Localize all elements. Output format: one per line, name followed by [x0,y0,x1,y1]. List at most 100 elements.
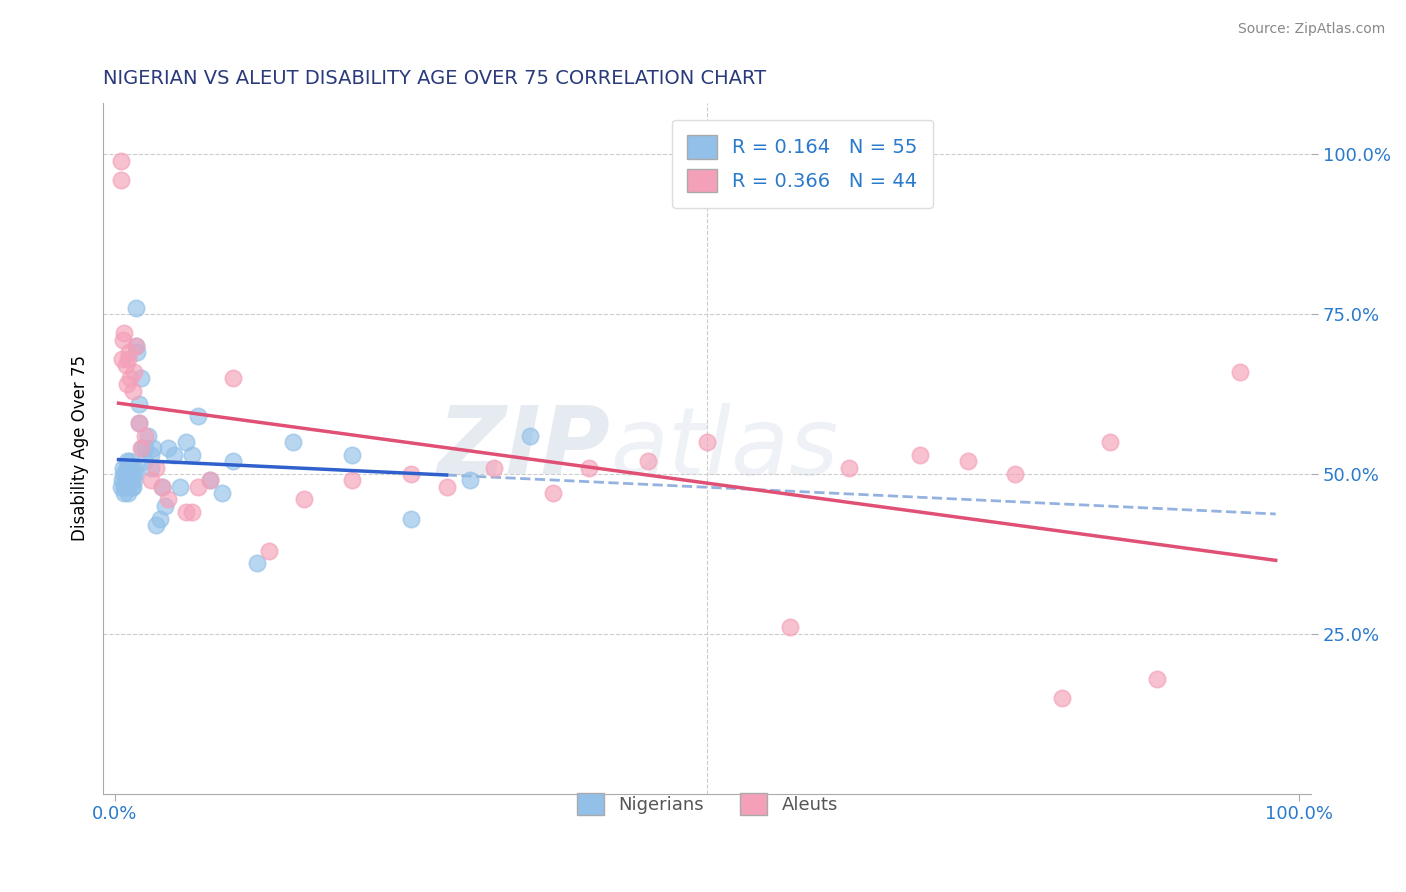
Point [114,326,136,341]
Point [120,371,142,385]
Point [211,486,233,500]
Point [436,480,458,494]
Point [482,460,505,475]
Point [125,339,148,353]
Point [222,454,245,468]
Point [222,371,245,385]
Point [125,339,148,353]
Point [121,480,143,494]
Point [114,480,136,494]
Point [181,448,204,462]
Point [110,153,132,168]
Point [124,467,146,481]
Point [1098,434,1121,449]
Point [114,358,136,372]
Point [129,442,152,456]
Point [114,473,136,487]
Point [541,486,564,500]
Point [121,384,143,398]
Point [198,473,221,487]
Point [139,448,162,462]
Point [294,492,316,507]
Point [129,371,152,385]
Point [340,473,363,487]
Point [145,460,167,475]
Point [118,345,141,359]
Point [115,454,138,468]
Point [115,460,138,475]
Point [149,511,172,525]
Point [150,480,173,494]
Point [128,396,150,410]
Point [142,442,165,456]
Point [910,448,932,462]
Point [838,460,860,475]
Text: atlas: atlas [610,403,839,494]
Y-axis label: Disability Age Over 75: Disability Age Over 75 [72,355,89,541]
Point [198,473,221,487]
Point [117,467,139,481]
Point [169,480,191,494]
Point [114,486,136,500]
Point [111,473,134,487]
Point [181,505,204,519]
Point [128,416,150,430]
Text: Source: ZipAtlas.com: Source: ZipAtlas.com [1237,22,1385,37]
Point [134,442,156,456]
Point [696,434,718,449]
Point [112,467,135,481]
Point [153,499,176,513]
Point [117,351,139,366]
Point [1229,365,1251,379]
Point [112,460,135,475]
Point [637,454,659,468]
Point [110,480,132,494]
Point [1052,690,1074,705]
Point [956,454,979,468]
Point [139,473,162,487]
Point [281,434,304,449]
Point [120,467,142,481]
Point [139,460,162,475]
Point [399,467,422,481]
Point [128,416,150,430]
Point [134,454,156,468]
Point [112,333,135,347]
Point [120,454,142,468]
Point [1004,467,1026,481]
Point [174,434,197,449]
Point [115,377,138,392]
Point [519,428,541,442]
Point [115,480,138,494]
Point [187,480,209,494]
Point [157,442,180,456]
Point [125,301,148,315]
Point [122,365,145,379]
Point [111,351,134,366]
Point [187,409,209,424]
Point [122,473,145,487]
Point [257,543,280,558]
Point [122,460,145,475]
Point [110,172,132,186]
Point [117,486,139,500]
Text: ZIP: ZIP [437,402,610,494]
Point [779,620,801,634]
Legend: Nigerians, Aleuts: Nigerians, Aleuts [569,786,845,822]
Point [136,428,159,442]
Point [340,448,363,462]
Point [163,448,186,462]
Point [121,467,143,481]
Point [118,460,141,475]
Point [134,428,156,442]
Point [157,492,180,507]
Point [578,460,600,475]
Text: NIGERIAN VS ALEUT DISABILITY AGE OVER 75 CORRELATION CHART: NIGERIAN VS ALEUT DISABILITY AGE OVER 75… [103,69,766,87]
Point [127,345,149,359]
Point [131,442,153,456]
Point [1146,672,1168,686]
Point [114,467,136,481]
Point [118,473,141,487]
Point [246,557,269,571]
Point [121,480,143,494]
